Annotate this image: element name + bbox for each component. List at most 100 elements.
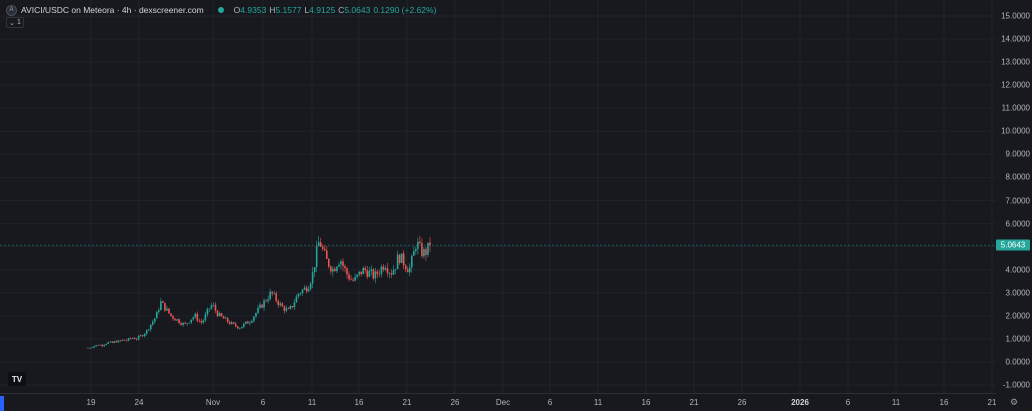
candle xyxy=(307,285,310,292)
candle xyxy=(210,302,213,310)
price-tick-label: 10.0000 xyxy=(1001,126,1030,136)
time-tick-label: 24 xyxy=(134,398,144,407)
high-value: 5.1577 xyxy=(275,5,302,15)
candle xyxy=(321,244,324,251)
candle xyxy=(151,319,154,326)
candle xyxy=(220,312,223,317)
candle xyxy=(323,245,326,252)
candle xyxy=(162,300,164,303)
candle xyxy=(194,312,197,319)
candle xyxy=(271,291,273,297)
candle xyxy=(291,305,294,309)
candle xyxy=(354,273,356,282)
candle xyxy=(129,337,132,340)
candle xyxy=(214,302,217,314)
candle xyxy=(180,321,182,326)
candle xyxy=(295,294,298,303)
low-label: L xyxy=(304,5,310,15)
candle xyxy=(168,308,170,315)
candle xyxy=(297,292,300,299)
change-value: 0.1290 (+2.62%) xyxy=(373,5,437,15)
candle xyxy=(259,302,261,310)
candle xyxy=(425,247,427,262)
candle xyxy=(198,318,201,323)
candle xyxy=(410,254,413,273)
candle xyxy=(376,269,379,279)
candle xyxy=(196,311,199,323)
candle xyxy=(358,271,360,277)
candle xyxy=(249,320,251,326)
candle xyxy=(384,265,387,272)
price-tick-label: 8.0000 xyxy=(1005,172,1030,182)
candle xyxy=(427,242,429,258)
candle xyxy=(396,250,399,270)
indicators-count: 1 xyxy=(16,19,21,26)
plot-area[interactable] xyxy=(0,0,996,393)
time-tick-label: 26 xyxy=(737,398,747,407)
tradingview-logo-icon[interactable]: TV xyxy=(8,372,26,386)
candle xyxy=(153,317,156,324)
candle xyxy=(174,318,176,321)
candle xyxy=(236,325,239,330)
candle xyxy=(340,259,342,270)
settings-gear-icon[interactable]: ⚙ xyxy=(1009,396,1019,407)
price-tick-label: 4.0000 xyxy=(1005,265,1030,275)
candle xyxy=(303,285,306,291)
candle xyxy=(267,295,269,304)
time-axis[interactable]: 19 24 Nov 6 11 16 21 26 Dec 6 11 16 21 26 2026 6 11 16 21 xyxy=(0,393,996,411)
open-label: O xyxy=(233,5,241,15)
candle xyxy=(133,336,136,340)
candle xyxy=(386,262,389,277)
candle xyxy=(182,322,184,328)
candle xyxy=(273,290,275,295)
candle xyxy=(330,265,332,275)
candle xyxy=(121,339,124,342)
time-tick-label: 11 xyxy=(593,398,603,407)
candle xyxy=(137,334,140,341)
time-tick-label: 16 xyxy=(354,398,364,407)
time-tick-label: 19 xyxy=(86,398,96,407)
candle xyxy=(301,288,304,296)
candle xyxy=(350,275,352,281)
time-tick-label: 11 xyxy=(891,398,901,407)
candle xyxy=(200,318,203,325)
high-label: H xyxy=(269,5,276,15)
candle xyxy=(421,238,423,259)
candle xyxy=(370,265,373,276)
candle xyxy=(423,246,425,259)
time-tick-label: 21 xyxy=(402,398,412,407)
candle xyxy=(332,265,334,277)
price-tick-label: 6.0000 xyxy=(1005,219,1030,229)
candle xyxy=(188,322,190,324)
candle xyxy=(368,266,371,278)
candle xyxy=(388,271,391,279)
indicators-toggle-button[interactable]: ⌄ 1 xyxy=(6,17,24,28)
candle xyxy=(360,271,362,277)
candle xyxy=(404,264,407,273)
chart-title[interactable]: AVICI/USDC on Meteora · 4h · dexscreener… xyxy=(21,5,204,15)
price-tick-label: 0.0000 xyxy=(1005,357,1030,367)
time-tick-label: 11 xyxy=(307,398,317,407)
time-tick-label: 6 xyxy=(547,398,553,407)
price-tick-label: -1.0000 xyxy=(1002,380,1030,390)
candle xyxy=(352,277,354,282)
candle xyxy=(313,266,316,278)
candle xyxy=(415,246,417,255)
open-value: 4.9353 xyxy=(240,5,267,15)
candlestick-chart[interactable] xyxy=(0,0,996,393)
candle xyxy=(139,334,142,337)
candle xyxy=(164,302,166,313)
price-axis[interactable]: 15.0000 14.0000 13.0000 12.0000 11.0000 10.00… xyxy=(996,0,1032,393)
candle xyxy=(402,250,405,270)
candle xyxy=(253,315,255,323)
candle xyxy=(192,316,195,322)
candle xyxy=(149,324,152,332)
candle xyxy=(293,298,296,311)
candle xyxy=(87,347,89,349)
candle xyxy=(311,266,314,289)
candle xyxy=(135,337,138,341)
candle xyxy=(247,320,249,324)
price-tick-label: 1.0000 xyxy=(1005,334,1030,344)
candle xyxy=(222,315,225,319)
